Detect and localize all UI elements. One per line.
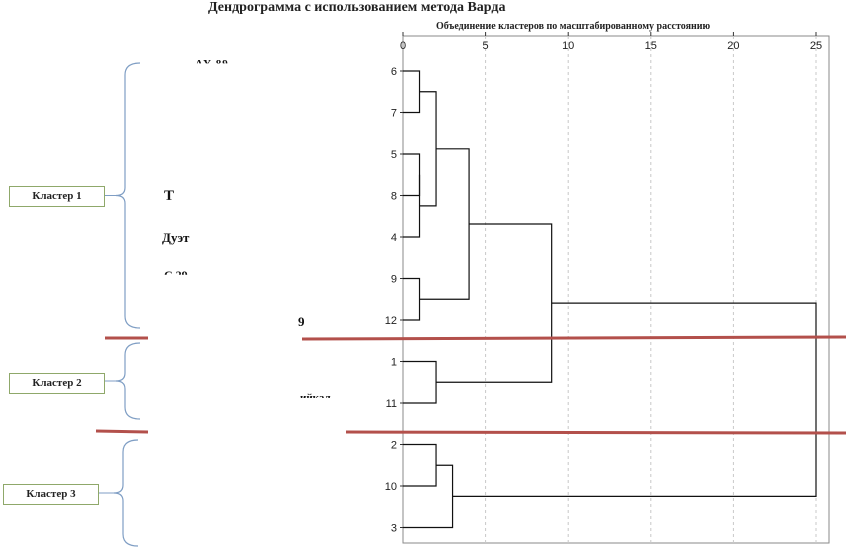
leaf-label: 9 xyxy=(391,274,397,286)
leaf-label: 10 xyxy=(385,481,397,493)
chart-title: Дендрограмма с использованием метода Вар… xyxy=(208,0,506,15)
leaf-label: 12 xyxy=(385,315,397,327)
obscured-label-fragment: Т xyxy=(164,188,175,204)
cluster-label-2: Кластер 2 xyxy=(9,373,105,394)
obscured-label-fragment: ийкал xyxy=(300,392,331,404)
x-tick-label: 10 xyxy=(562,40,574,52)
cluster-label-3: Кластер 3 xyxy=(3,484,99,505)
dendrogram-link xyxy=(403,443,437,487)
leaf-label: 7 xyxy=(391,108,397,120)
dendrogram-link xyxy=(403,277,421,321)
obscured-label-fragment: С 29 xyxy=(164,268,188,282)
leaf-label: 4 xyxy=(391,232,397,244)
leaf-label: 8 xyxy=(391,191,397,203)
leaf-label: 5 xyxy=(391,149,397,161)
dendrogram-link xyxy=(452,302,817,497)
dendrogram-link xyxy=(419,91,437,207)
plot-frame xyxy=(402,35,830,544)
dendrogram-link xyxy=(403,174,421,238)
dendrogram-link xyxy=(403,153,421,197)
cluster-brace xyxy=(115,62,141,329)
leaf-label: 11 xyxy=(386,398,397,410)
cluster-brace xyxy=(115,342,141,420)
obscured-label-fragment: АУ 89 xyxy=(195,58,229,70)
cluster-separator xyxy=(95,429,149,434)
x-tick-label: 20 xyxy=(727,40,739,52)
item-label-duet: Дуэт xyxy=(162,230,190,245)
x-tick-label: 0 xyxy=(400,40,406,52)
x-axis-label: Объединение кластеров по масштабированно… xyxy=(436,21,711,32)
x-tick-label: 5 xyxy=(483,40,489,52)
cluster-separator xyxy=(301,335,847,341)
obscured-label-fragment: 9 xyxy=(298,314,305,329)
x-tick-label: 25 xyxy=(810,40,822,52)
leaf-label: 2 xyxy=(391,440,397,452)
dendrogram-link xyxy=(403,464,454,529)
x-tick-label: 15 xyxy=(645,40,657,52)
dendrogram-link xyxy=(403,70,421,114)
leaf-label: 6 xyxy=(391,66,397,78)
cluster-label-1: Кластер 1 xyxy=(9,186,105,207)
leaf-label: 1 xyxy=(391,357,397,369)
leaf-label: 3 xyxy=(391,523,397,535)
dendrogram-link xyxy=(436,223,553,383)
cluster-brace xyxy=(113,439,139,547)
cluster-separator xyxy=(345,430,847,435)
dendrogram-link xyxy=(419,148,470,300)
dendrogram-link xyxy=(403,360,437,404)
